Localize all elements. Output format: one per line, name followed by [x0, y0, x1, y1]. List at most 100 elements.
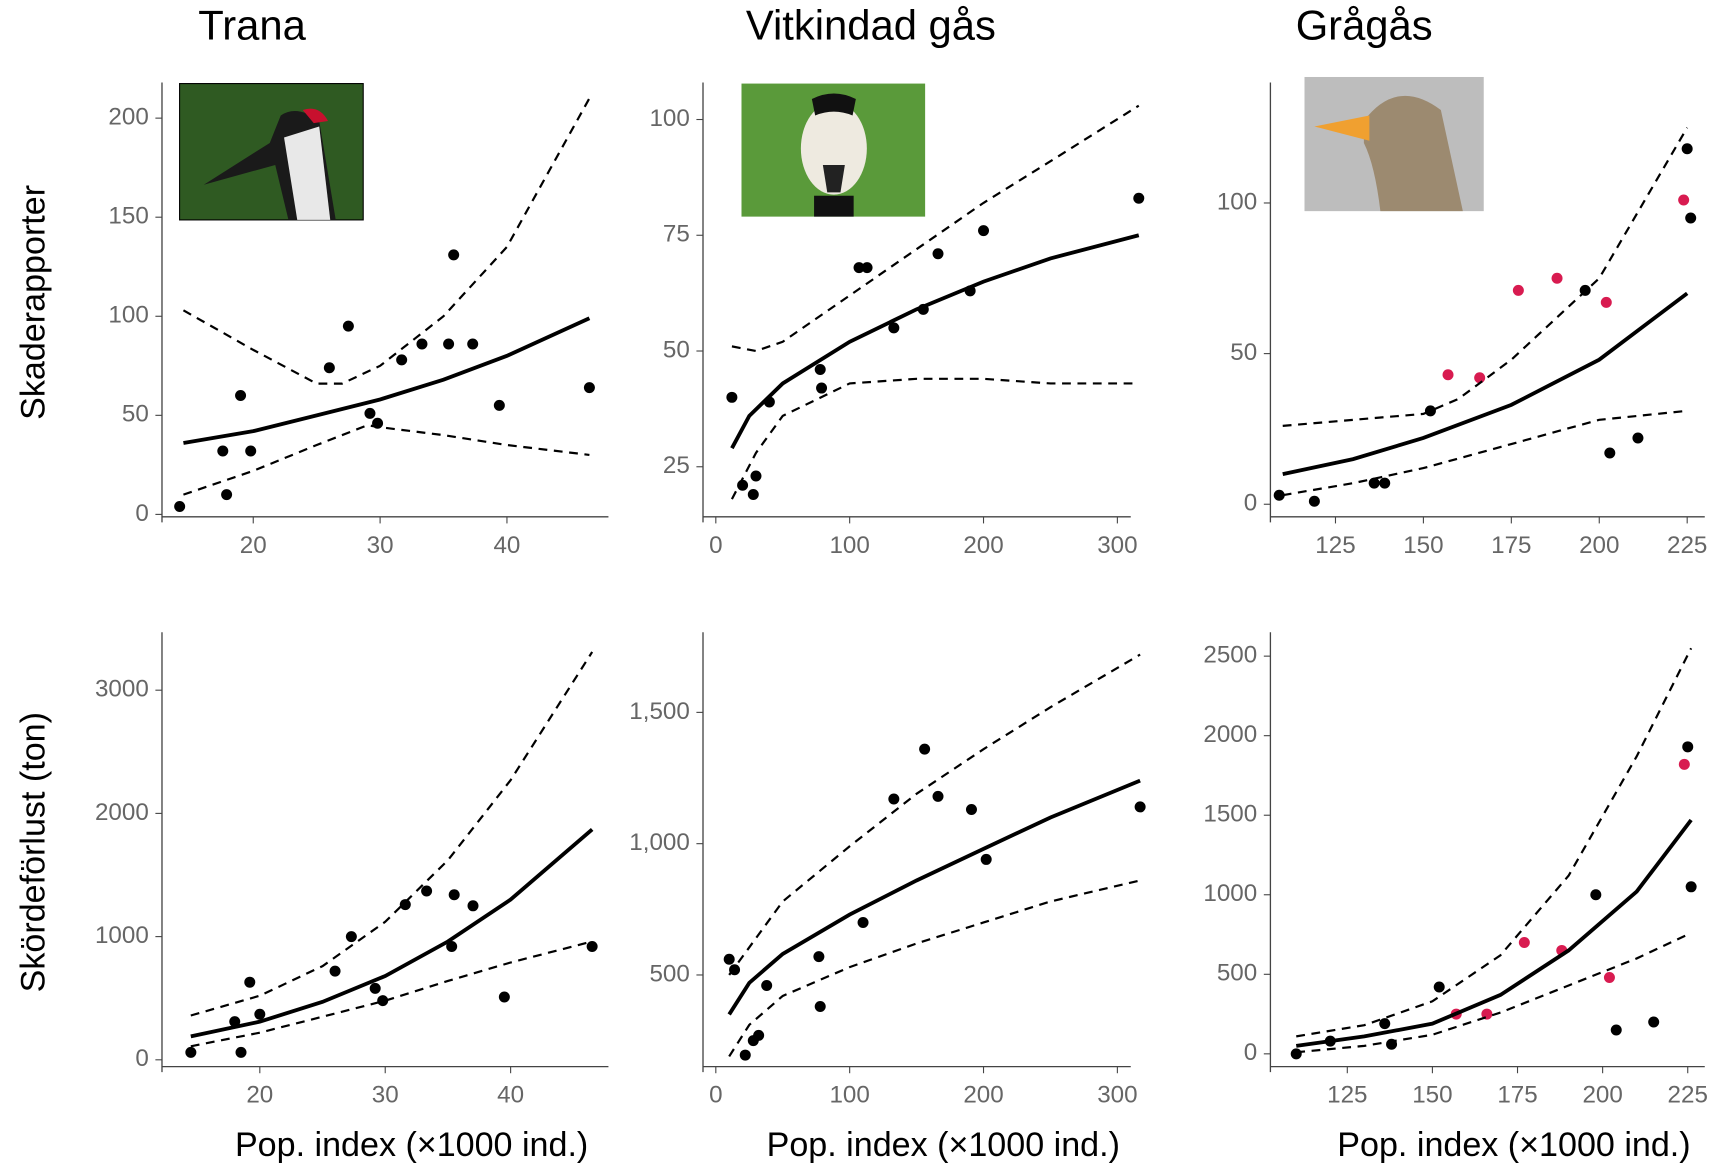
- confidence-line: [1296, 931, 1692, 1054]
- data-point: [1379, 1018, 1391, 1030]
- confidence-line: [728, 879, 1141, 1058]
- fit-line: [1295, 818, 1693, 1048]
- data-point: [816, 382, 828, 394]
- x-tick-label: 40: [493, 532, 520, 559]
- fit-line: [1282, 291, 1689, 477]
- panel-title: Grågås: [1296, 2, 1433, 49]
- data-point: [980, 853, 992, 865]
- x-tick-label: 100: [829, 1082, 869, 1109]
- panel: 500 1,000 1,500 0 100 200 300 Pop. index (×1000…: [629, 632, 1146, 1164]
- y-tick-label: 100: [649, 105, 689, 132]
- x-axis-label: Pop. index (×1000 ind.): [767, 1126, 1120, 1164]
- y-axis-label: Skördeförlust (ton): [15, 712, 53, 992]
- confidence-line: [1296, 647, 1693, 1038]
- y-tick-label: 2000: [95, 799, 149, 826]
- y-tick-label: 150: [108, 203, 148, 230]
- fit-line: [190, 827, 594, 1039]
- data-point: [1379, 477, 1391, 489]
- data-point: [1603, 971, 1615, 983]
- data-point: [814, 364, 826, 376]
- data-point: [1433, 981, 1445, 993]
- y-tick-label: 1,000: [629, 829, 690, 856]
- data-point: [245, 445, 257, 457]
- data-point: [443, 338, 455, 350]
- x-tick-label: 175: [1491, 532, 1531, 559]
- data-point: [583, 382, 595, 394]
- data-point: [396, 354, 408, 366]
- data-point: [753, 1029, 765, 1041]
- data-point: [229, 1016, 241, 1028]
- data-point: [235, 390, 247, 402]
- data-point: [467, 900, 479, 912]
- goose-neck: [814, 195, 854, 217]
- data-point: [1290, 1048, 1302, 1060]
- x-tick-label: 125: [1315, 532, 1355, 559]
- data-point: [1648, 1016, 1660, 1028]
- data-point: [345, 931, 357, 943]
- data-point: [185, 1046, 197, 1058]
- x-tick-label: 125: [1327, 1082, 1367, 1109]
- data-point: [814, 1000, 826, 1012]
- panel: 0 50 100 125 150 175 200 225 Grågås: [1217, 2, 1708, 559]
- data-point: [1632, 432, 1644, 444]
- data-point: [493, 399, 505, 411]
- data-point: [498, 991, 510, 1003]
- x-tick-label: 20: [240, 532, 267, 559]
- y-tick-label: 1000: [95, 922, 149, 949]
- y-tick-label: 100: [108, 302, 148, 329]
- goose-crown: [811, 93, 856, 116]
- y-tick-label: 0: [1244, 1039, 1257, 1066]
- data-point: [919, 743, 931, 755]
- panel-title: Trana: [198, 2, 306, 49]
- x-tick-label: 100: [829, 532, 869, 559]
- data-point: [586, 940, 598, 952]
- y-tick-label: 50: [663, 336, 690, 363]
- confidence-line: [1282, 409, 1688, 497]
- data-point: [1512, 284, 1524, 296]
- data-point: [369, 982, 381, 994]
- data-point: [1682, 741, 1694, 753]
- data-point: [416, 338, 428, 350]
- data-point: [861, 262, 873, 274]
- y-tick-label: 0: [1244, 490, 1257, 517]
- data-point: [448, 249, 460, 261]
- y-tick-label: 500: [649, 960, 689, 987]
- x-tick-label: 200: [1579, 532, 1619, 559]
- data-point: [1678, 194, 1690, 206]
- y-tick-label: 2500: [1203, 642, 1257, 669]
- fit-line: [727, 778, 1141, 1016]
- data-point: [421, 885, 433, 897]
- crane-crown: [302, 108, 329, 124]
- x-tick-label: 300: [1097, 532, 1137, 559]
- data-point: [932, 790, 944, 802]
- x-tick-label: 200: [963, 1082, 1003, 1109]
- data-point: [1681, 143, 1693, 155]
- data-point: [761, 979, 773, 991]
- data-point: [235, 1046, 247, 1058]
- fit-line: [730, 233, 1140, 450]
- data-point: [1551, 272, 1563, 284]
- data-point: [1442, 369, 1454, 381]
- goose-face: [800, 102, 867, 195]
- y-tick-label: 2000: [1203, 721, 1257, 748]
- confidence-line: [730, 377, 1139, 500]
- data-point: [1590, 889, 1602, 901]
- y-tick-label: 50: [1230, 339, 1257, 366]
- y-tick-label: 0: [135, 500, 148, 527]
- confidence-line: [190, 651, 594, 1017]
- data-point: [467, 338, 479, 350]
- panel: 0 500 1000 1500 2000 2500 125 150 175 200 225 Pop. …: [1203, 632, 1708, 1164]
- confidence-line: [728, 653, 1141, 976]
- y-tick-label: 1000: [1203, 880, 1257, 907]
- y-tick-label: 500: [1217, 960, 1257, 987]
- x-axis-label: Pop. index (×1000 ind.): [235, 1126, 588, 1164]
- y-tick-label: 1500: [1203, 801, 1257, 828]
- y-tick-label: 200: [108, 104, 148, 131]
- x-tick-label: 225: [1668, 1082, 1708, 1109]
- confidence-line: [190, 940, 593, 1048]
- data-point: [1610, 1024, 1622, 1036]
- data-point: [446, 940, 458, 952]
- goose-bill: [822, 164, 845, 193]
- data-point: [323, 362, 335, 374]
- data-point: [329, 965, 341, 977]
